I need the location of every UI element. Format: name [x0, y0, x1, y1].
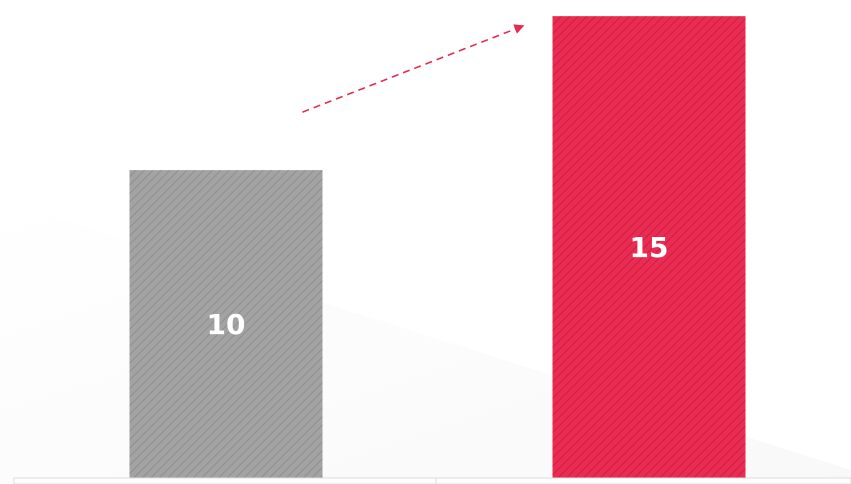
trend-arrow [302, 24, 525, 113]
bar-value-label-1: 10 [207, 308, 246, 341]
bottom-table-stub [13, 477, 851, 484]
bar-value-label-2: 15 [630, 231, 669, 264]
bar-1 [129, 170, 323, 478]
bars-layer: 10 15 [129, 16, 746, 478]
bar-2 [552, 16, 746, 478]
